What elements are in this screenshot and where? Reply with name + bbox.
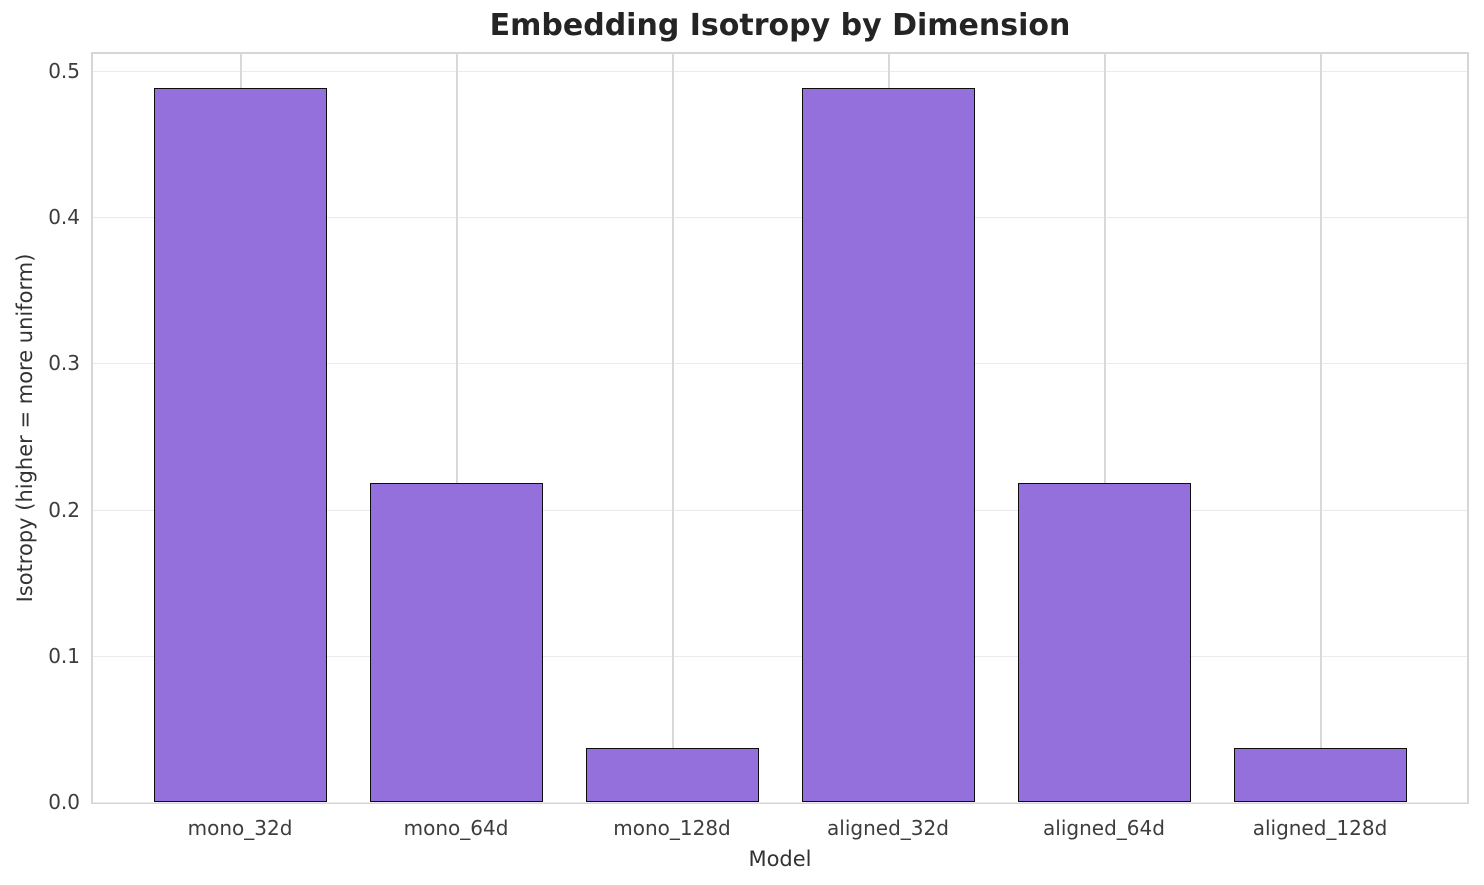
y-gridline (93, 217, 1467, 219)
x-gridline (1104, 54, 1106, 802)
x-tick-label: aligned_32d (827, 816, 949, 840)
bar-mono_64d (369, 483, 543, 802)
plot-area: 0.0 0.1 0.2 0.3 0.4 0.5 mono_32d mono_64d mono_1… (48, 52, 1469, 840)
x-axis-label: Model (748, 847, 812, 871)
y-tick-label: 0.4 (48, 205, 80, 230)
y-gridline (93, 70, 1467, 72)
x-gridline (1320, 54, 1322, 802)
bar-mono_32d (153, 88, 327, 802)
y-axis-label: Isotropy (higher = more uniform) (13, 253, 37, 603)
bar-aligned_32d (801, 88, 975, 802)
y-gridline (93, 509, 1467, 511)
x-tick-label: mono_128d (613, 816, 731, 840)
x-tick-label: aligned_128d (1252, 816, 1388, 840)
x-gridline (672, 54, 674, 802)
bar-mono_128d (585, 747, 759, 802)
bar-aligned_128d (1233, 747, 1407, 802)
y-gridline (93, 363, 1467, 365)
x-tick-label: mono_32d (187, 816, 293, 840)
x-tick-label: aligned_64d (1043, 816, 1165, 840)
y-gridline (93, 802, 1467, 803)
y-tick-label: 0.0 (48, 790, 80, 814)
x-gridline (456, 54, 458, 802)
y-tick-label: 0.5 (48, 58, 80, 83)
y-tick-label: 0.3 (48, 351, 80, 376)
y-tick-label: 0.1 (48, 643, 80, 668)
y-tick-label: 0.2 (48, 497, 80, 522)
x-tick-label: mono_64d (403, 816, 509, 840)
y-gridline (93, 655, 1467, 657)
bar-aligned_64d (1017, 483, 1191, 802)
chart-title: Embedding Isotropy by Dimension (489, 8, 1071, 43)
